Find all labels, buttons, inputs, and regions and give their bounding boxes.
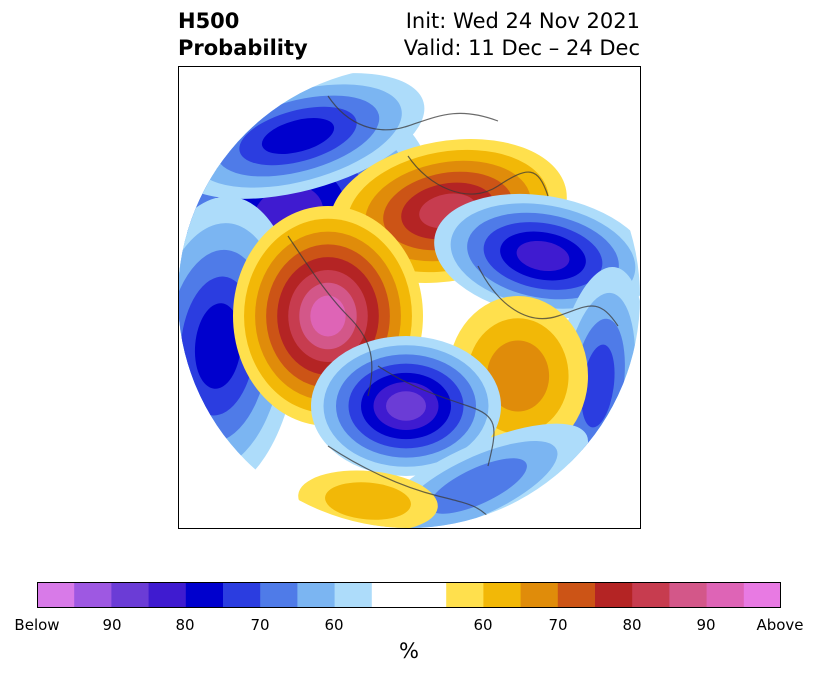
init-date: Init: Wed 24 Nov 2021	[405, 9, 640, 33]
anomaly-above-mexico	[325, 482, 411, 520]
colorbar-border	[37, 582, 781, 608]
coastlines	[287, 95, 619, 527]
coastline-path	[327, 445, 499, 527]
anomaly-above-east-asia	[310, 295, 346, 337]
colorbar-tick-label: Above	[756, 616, 804, 634]
forecast-dates: Init: Wed 24 Nov 2021 Valid: 11 Dec – 24…	[404, 8, 640, 62]
colorbar-tick-label: Below	[14, 616, 60, 634]
colorbar-swatch	[297, 582, 336, 608]
chart-title: H500 Probability	[178, 8, 308, 62]
colorbar-swatch	[334, 582, 373, 608]
colorbar-swatch	[520, 582, 559, 608]
colorbar-swatch	[446, 582, 484, 608]
colorbar-swatch	[632, 582, 670, 608]
coastline-path	[407, 155, 549, 197]
anomaly-below-canada	[386, 391, 426, 421]
anomaly-below-europe	[516, 240, 570, 272]
colorbar-tick-label: 80	[175, 616, 195, 634]
anomaly-below-pacific-rim	[194, 303, 242, 389]
anomaly-below-bering	[261, 118, 335, 154]
anomaly-below-atlantic-rim	[581, 344, 615, 428]
colorbar-tick-label: 60	[324, 616, 344, 634]
colorbar-tick-label: 70	[548, 616, 568, 634]
coastline-path	[377, 365, 495, 467]
colorbar-swatch	[669, 582, 708, 608]
colorbar-swatches	[37, 582, 781, 608]
colorbar-swatch	[185, 582, 224, 608]
valid-period: Valid: 11 Dec – 24 Dec	[403, 36, 640, 60]
title-variable: H500	[178, 9, 240, 33]
anomaly-above-atlantic	[486, 340, 550, 412]
colorbar-swatch	[223, 582, 261, 608]
title-product: Probability	[178, 36, 308, 60]
colorbar-swatch	[743, 582, 781, 608]
colorbar-tick-label: 60	[473, 616, 493, 634]
colorbar-swatch	[483, 582, 522, 608]
colorbar-tick-label: 70	[250, 616, 270, 634]
colorbar-swatch	[260, 582, 298, 608]
coastline-path	[477, 265, 619, 327]
colorbar-swatch	[148, 582, 187, 608]
colorbar-tick-label: 90	[102, 616, 122, 634]
colorbar-swatch	[706, 582, 745, 608]
map-canvas	[178, 66, 641, 529]
colorbar-swatch	[557, 582, 596, 608]
probability-map	[178, 66, 641, 529]
colorbar-tick-label: 90	[696, 616, 716, 634]
colorbar-swatch	[595, 582, 633, 608]
coastline-path	[327, 95, 499, 131]
colorbar-swatch	[409, 582, 447, 608]
map-border	[178, 66, 641, 529]
colorbar-unit-label: %	[399, 639, 419, 663]
colorbar-swatch	[111, 582, 150, 608]
colorbar-swatch	[37, 582, 75, 608]
colorbar-tick-label: 80	[622, 616, 642, 634]
colorbar-swatch	[74, 582, 112, 608]
colorbar	[37, 582, 781, 608]
coastline-path	[287, 235, 373, 397]
colorbar-swatch	[371, 582, 410, 608]
